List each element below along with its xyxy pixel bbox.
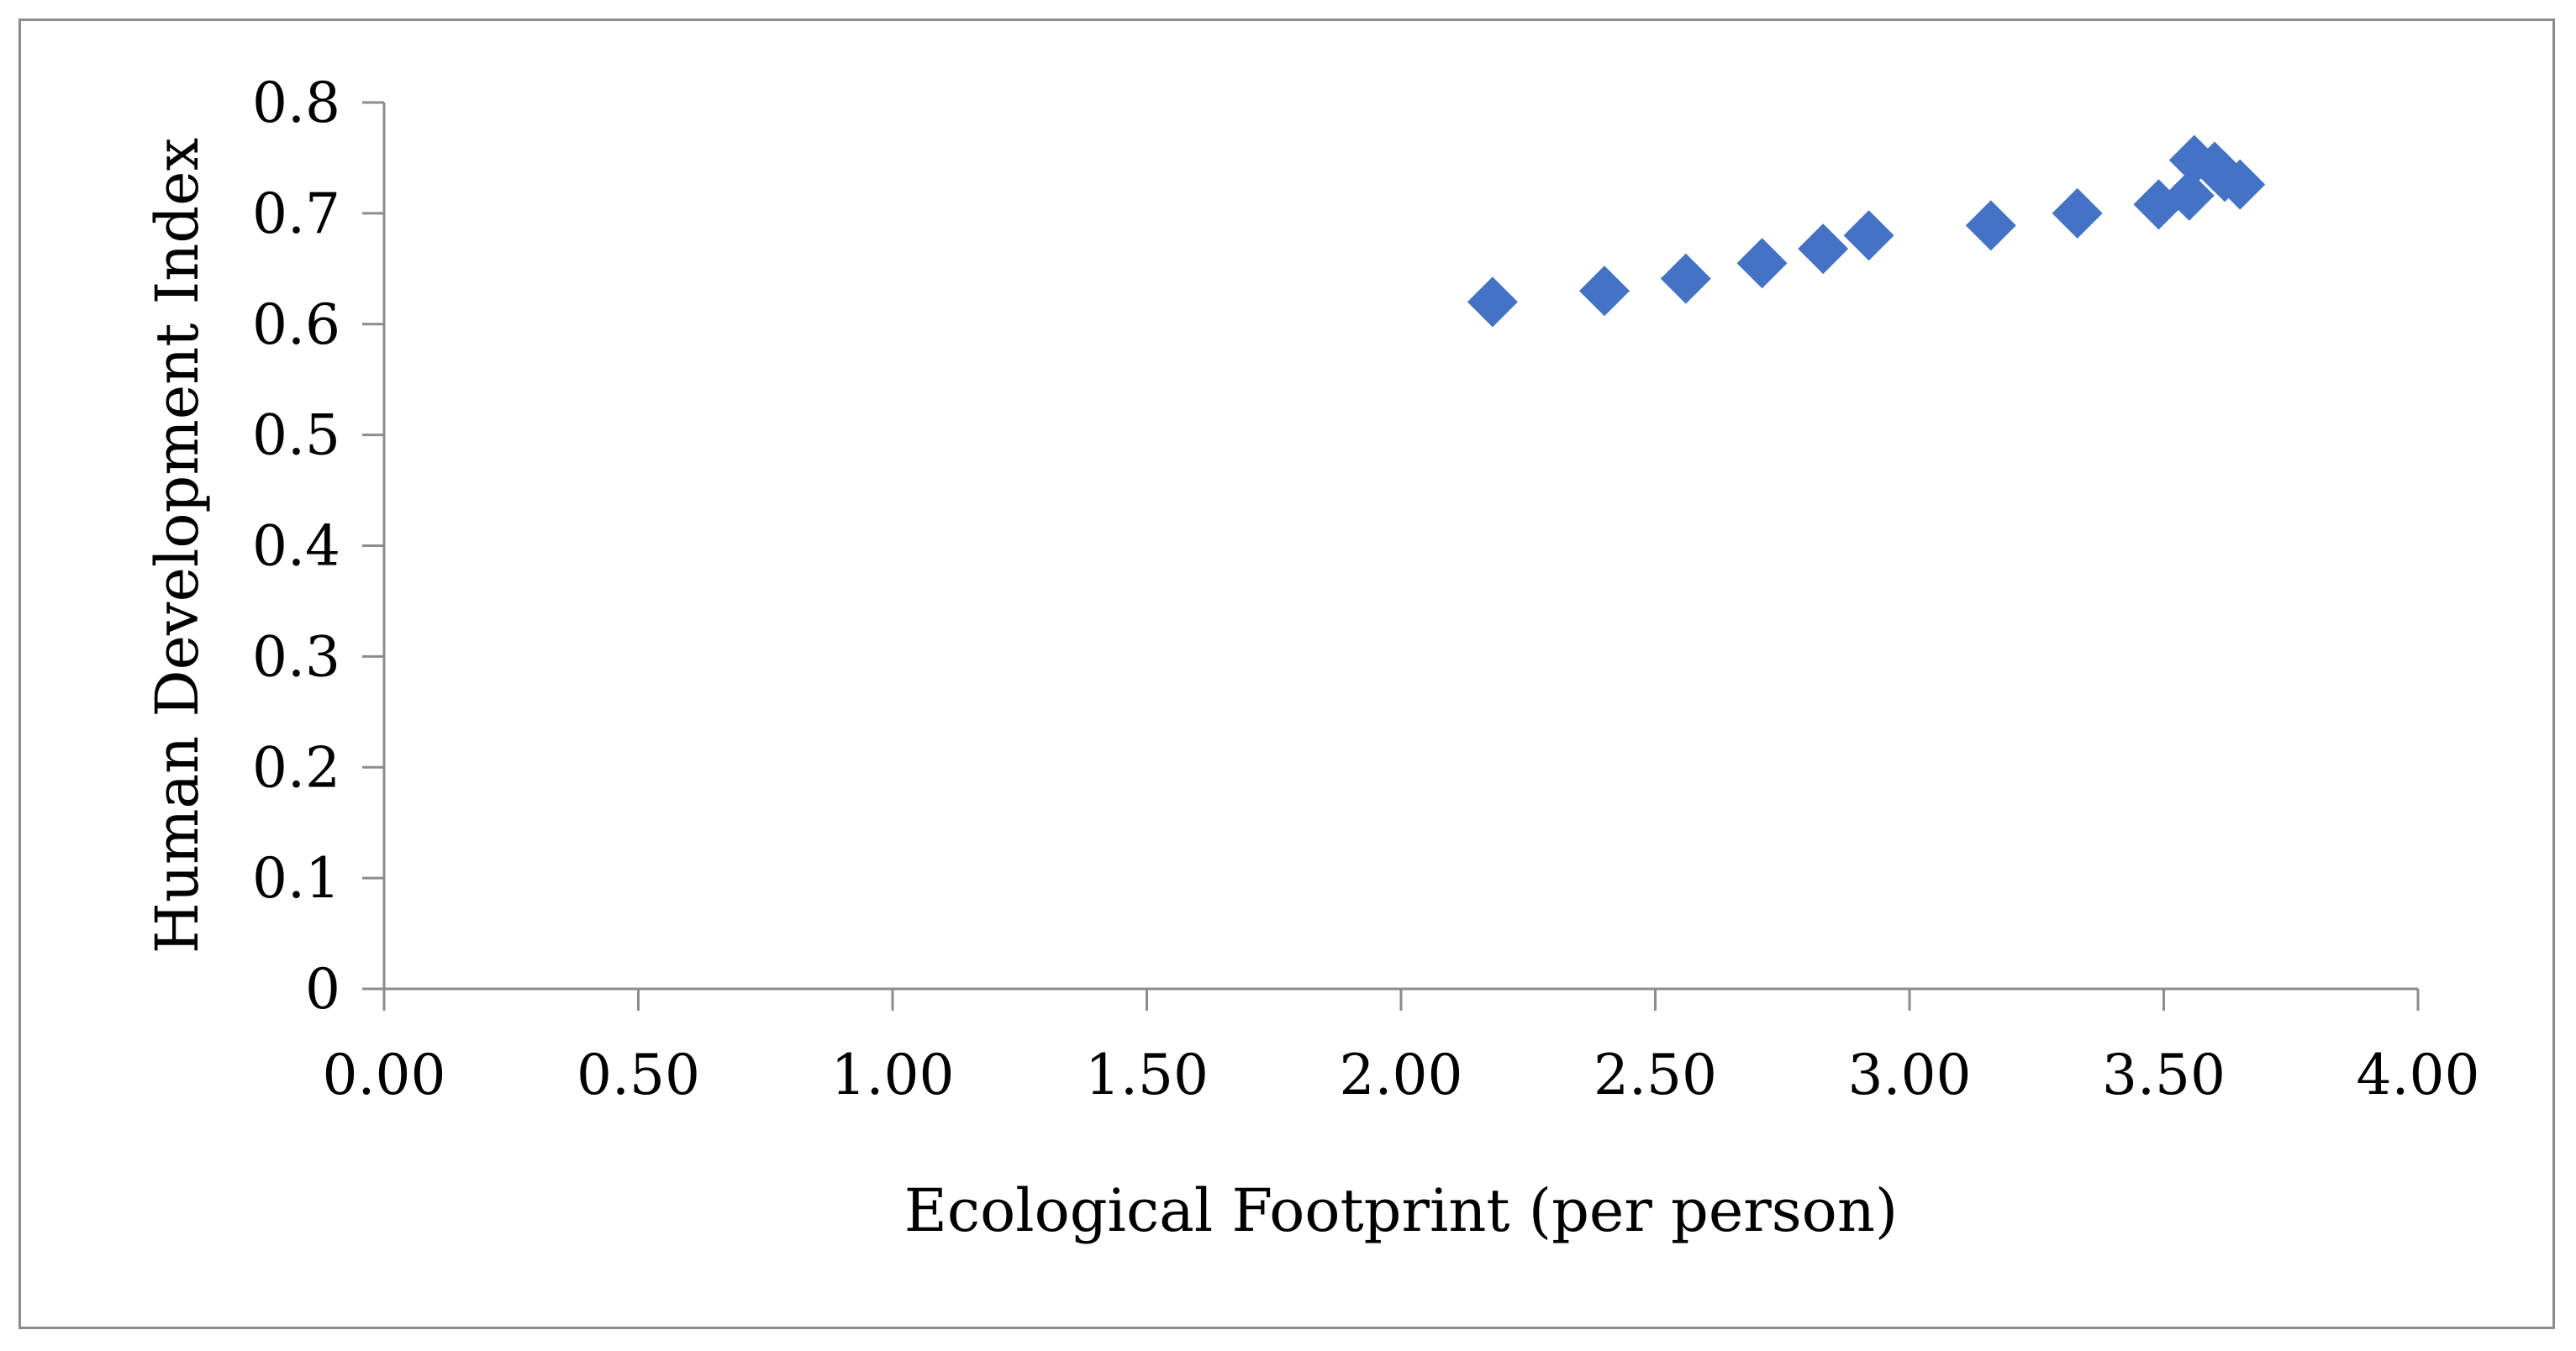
data-point xyxy=(1798,223,1849,275)
x-tick-label: 0.00 xyxy=(323,1043,446,1107)
x-axis-title: Ecological Footprint (per person) xyxy=(904,1176,1898,1245)
x-tick-label: 2.00 xyxy=(1340,1043,1463,1107)
y-tick-label: 0.2 xyxy=(252,735,340,800)
chart-frame: 0.00 0.50 1.00 1.50 2.00 2.50 3.00 3.50 4.00 0 0.… xyxy=(18,18,2555,1329)
y-tick-label: 0.8 xyxy=(252,71,340,135)
x-tick-label: 3.00 xyxy=(1848,1043,1972,1107)
data-point xyxy=(1843,210,1894,261)
x-tick-labels: 0.00 0.50 1.00 1.50 2.00 2.50 3.00 3.50 4.00 xyxy=(323,1043,2480,1107)
y-tick-labels: 0 0.1 0.2 0.3 0.4 0.5 0.6 0.7 0.8 xyxy=(252,71,340,1022)
data-point xyxy=(1579,265,1630,317)
data-points xyxy=(1467,134,2266,328)
data-point xyxy=(1965,200,2016,251)
y-axis-title: Human Development Index xyxy=(143,138,212,954)
x-tick-label: 4.00 xyxy=(2357,1043,2480,1107)
y-tick-label: 0.3 xyxy=(252,624,340,689)
data-point xyxy=(2163,170,2215,221)
data-point xyxy=(1660,253,1711,304)
data-point xyxy=(1467,276,1518,328)
x-tick-label: 0.50 xyxy=(577,1043,700,1107)
y-tick-label: 0.6 xyxy=(252,292,340,357)
x-tick-label: 2.50 xyxy=(1594,1043,1717,1107)
y-tick-label: 0.1 xyxy=(252,846,340,911)
y-tick-label: 0.7 xyxy=(252,181,340,246)
x-tick-label: 1.50 xyxy=(1085,1043,1209,1107)
scatter-chart: 0.00 0.50 1.00 1.50 2.00 2.50 3.00 3.50 4.00 0 0.… xyxy=(143,71,2480,1245)
y-tick-label: 0.5 xyxy=(252,403,340,468)
x-tick-label: 1.00 xyxy=(831,1043,955,1107)
axes xyxy=(382,103,2418,991)
y-tick-label: 0 xyxy=(305,957,340,1022)
x-tick-label: 3.50 xyxy=(2102,1043,2226,1107)
tick-marks xyxy=(362,101,2420,1011)
data-point xyxy=(1736,238,1788,289)
data-point xyxy=(2215,159,2266,210)
y-tick-label: 0.4 xyxy=(252,514,340,579)
data-point xyxy=(2052,187,2103,239)
